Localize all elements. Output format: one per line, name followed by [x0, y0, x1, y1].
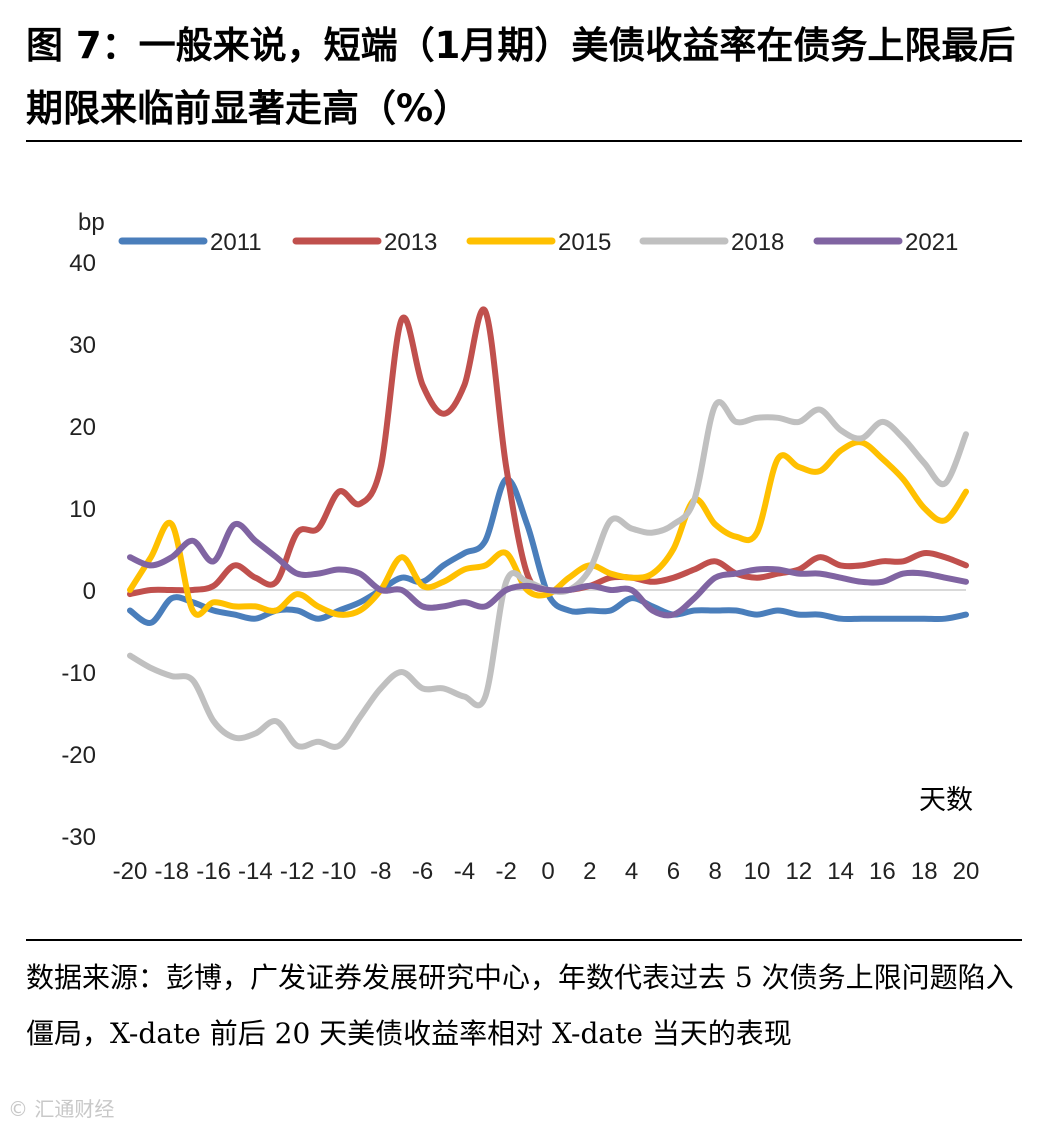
x-tick-label: -10	[322, 858, 357, 885]
x-tick-label: -2	[496, 858, 517, 885]
legend-item-2018: 2018	[639, 229, 784, 256]
y-tick-label: -30	[61, 824, 96, 851]
chart-title: 图 7：一般来说，短端（1月期）美债收益率在债务上限最后期限来临前显著走高（%）	[26, 24, 1016, 130]
x-tick-label: -16	[196, 858, 231, 885]
legend-item-2021: 2021	[813, 229, 958, 256]
legend-label: 2015	[558, 229, 611, 256]
x-axis-label: 天数	[919, 785, 973, 816]
x-tick-label: -18	[154, 858, 189, 885]
x-tick-label: 16	[869, 858, 896, 885]
x-axis-ticks: -20 -18 -16 -14 -12 -10 -8 -6 -4 -2 0 2 4 6 8 10 12 14 16 1…	[113, 858, 980, 885]
y-tick-label: -20	[61, 742, 96, 769]
legend-item-2015: 2015	[466, 229, 611, 256]
bottom-divider	[26, 939, 1022, 941]
legend-label: 2011	[210, 229, 262, 256]
series-line-2015	[127, 439, 969, 618]
x-tick-label: -4	[454, 858, 475, 885]
y-tick-label: 10	[69, 496, 96, 523]
top-divider	[26, 140, 1022, 142]
watermark: © 汇通财经	[8, 1097, 115, 1121]
x-tick-label: 4	[625, 858, 638, 885]
y-tick-label: 30	[69, 332, 96, 359]
line-chart: 2011 2013 2015 2018 2021 bp 403020100-10-20-…	[61, 209, 980, 885]
legend-label: 2013	[384, 229, 437, 256]
legend-item-2013: 2013	[292, 229, 437, 256]
x-tick-label: -6	[412, 858, 433, 885]
x-tick-label: 8	[709, 858, 722, 885]
source-note: 数据来源：彭博，广发证券发展研究中心，年数代表过去 5 次债务上限问题陷入僵局，…	[26, 961, 1014, 1050]
series-lines	[127, 306, 969, 750]
x-tick-label: -20	[113, 858, 148, 885]
y-tick-label: 20	[69, 414, 96, 441]
x-tick-label: 20	[953, 858, 980, 885]
x-tick-label: -14	[238, 858, 273, 885]
x-tick-label: 6	[667, 858, 680, 885]
x-tick-label: 2	[583, 858, 596, 885]
series-line-2011	[127, 476, 969, 626]
y-tick-label: -10	[61, 660, 96, 687]
x-tick-label: 18	[911, 858, 938, 885]
y-tick-label: 40	[69, 250, 96, 277]
x-tick-label: -12	[280, 858, 315, 885]
legend-label: 2018	[731, 229, 784, 256]
chart-legend: 2011 2013 2015 2018 2021	[118, 229, 958, 256]
legend-label: 2021	[905, 229, 958, 256]
y-axis-label: bp	[78, 209, 105, 236]
x-tick-label: 10	[744, 858, 771, 885]
series-line-2021	[127, 520, 969, 619]
legend-item-2011: 2011	[118, 229, 262, 256]
y-tick-label: 0	[83, 578, 96, 605]
x-tick-label: -8	[370, 858, 391, 885]
x-tick-label: 12	[785, 858, 812, 885]
x-tick-label: 14	[827, 858, 854, 885]
x-tick-label: 0	[541, 858, 554, 885]
y-axis-ticks: 40 30 20 10 0 -10 -20 -30	[61, 250, 96, 851]
series-line-2013	[127, 306, 969, 598]
